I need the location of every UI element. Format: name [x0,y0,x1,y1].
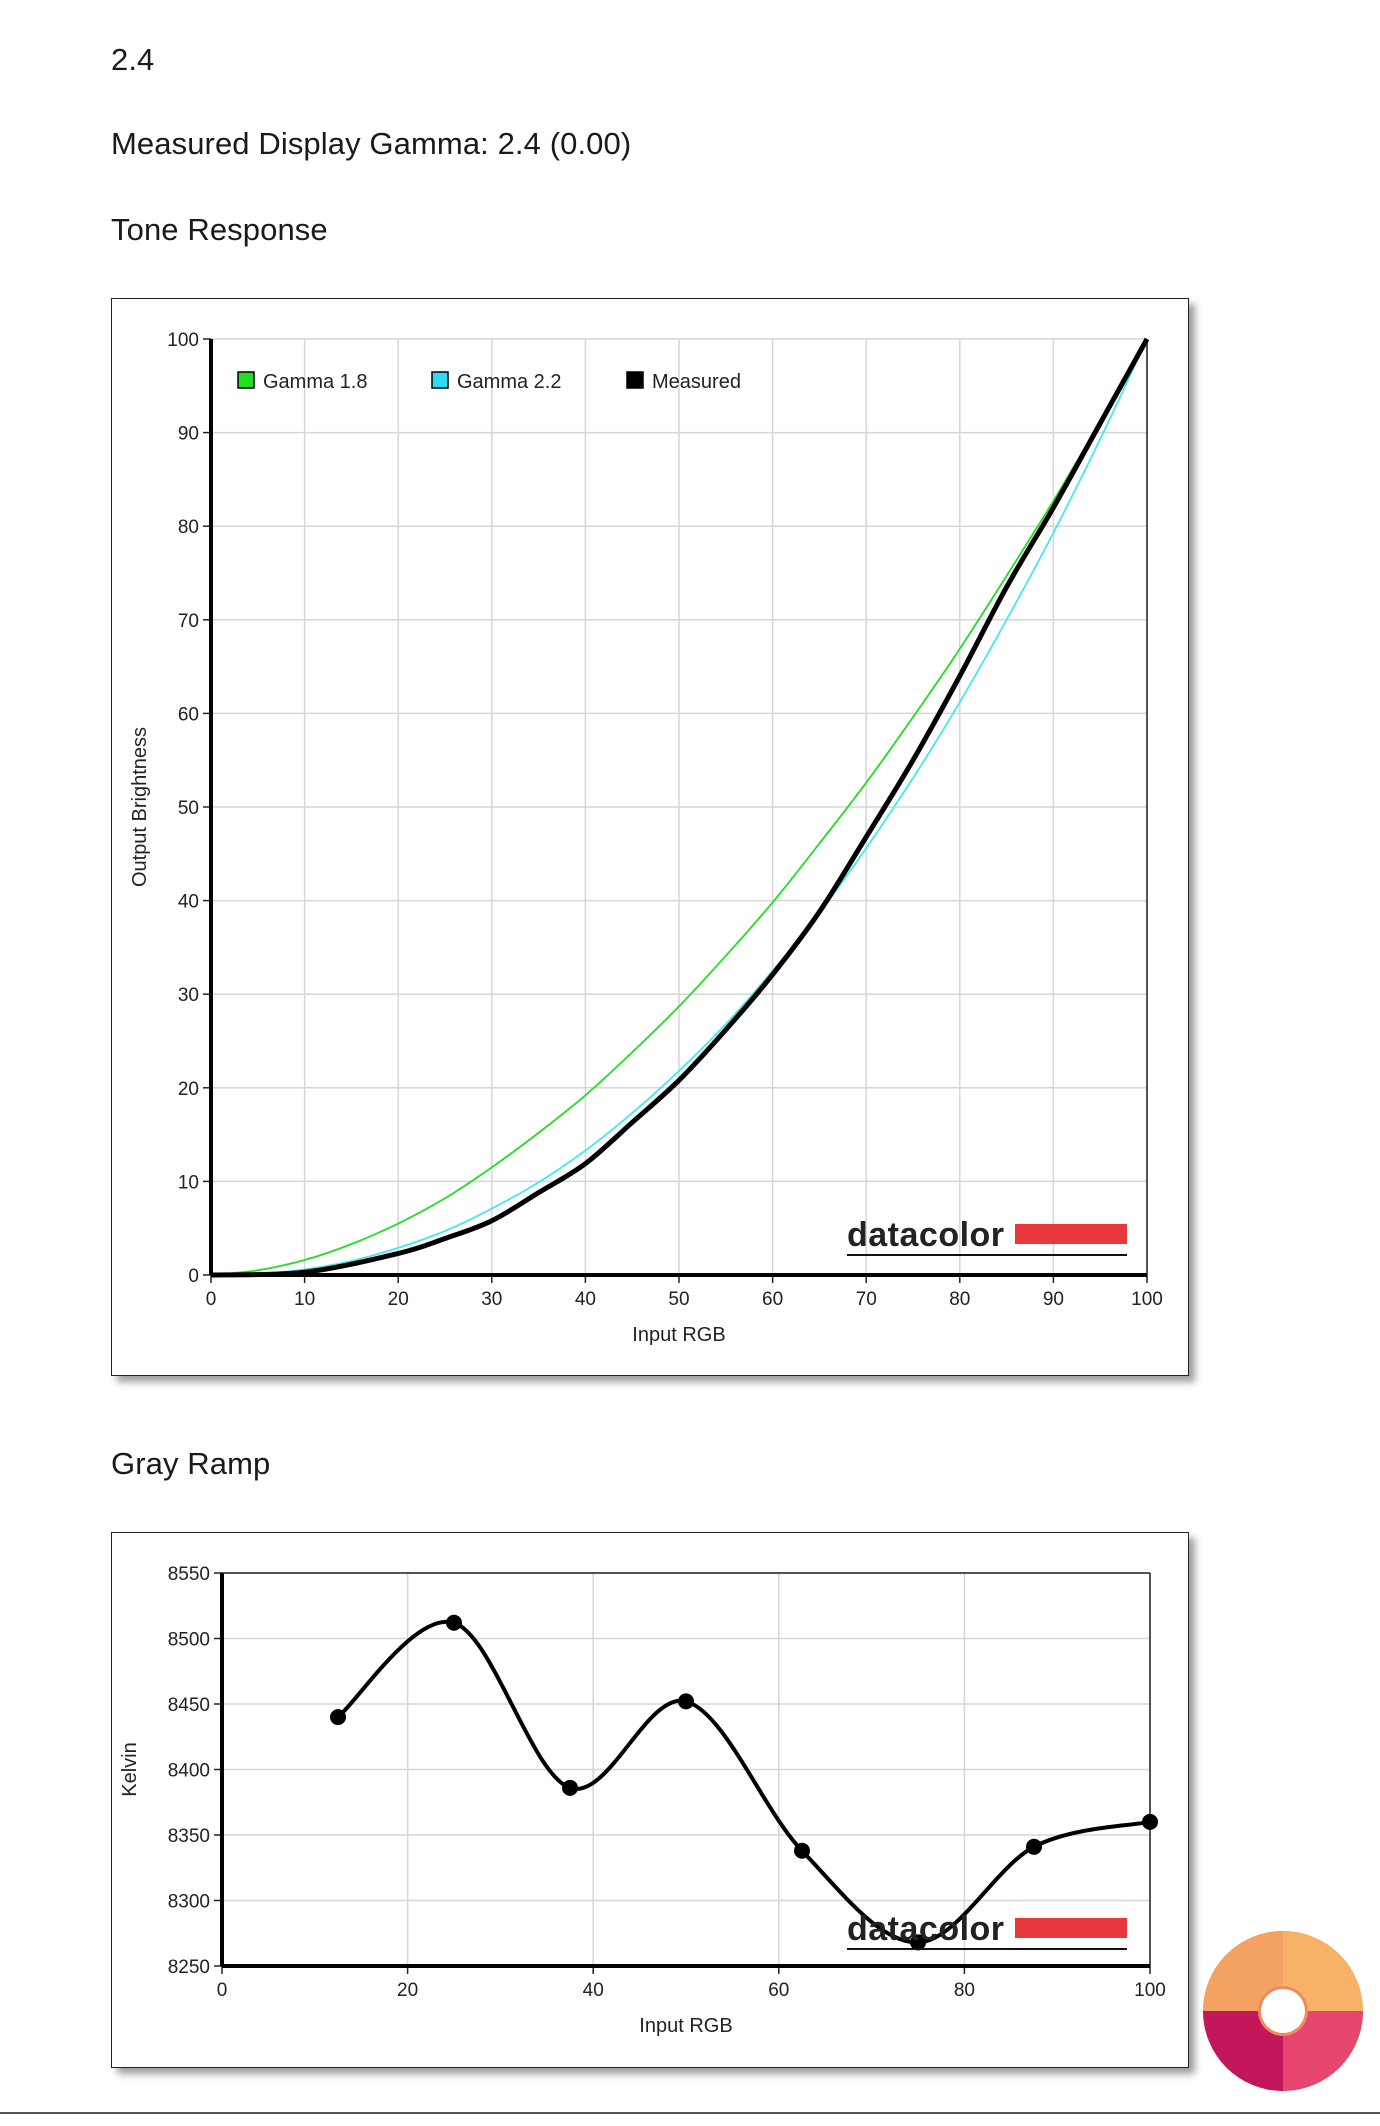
y-tick-label: 20 [178,1079,199,1100]
x-tick-label: 70 [856,1289,877,1310]
data-point [1142,1813,1158,1830]
y-tick-label: 40 [178,892,199,913]
y-axis-title: Output Brightness [129,727,151,887]
x-axis-title: Input RGB [632,1324,725,1346]
y-tick-label: 90 [178,424,199,445]
data-point [562,1779,578,1796]
watermark-text: datacolor [847,1216,1005,1254]
data-point [794,1842,810,1859]
y-tick-label: 8400 [168,1761,210,1782]
legend-item: Measured [626,371,741,393]
x-tick-label: 100 [1134,1980,1166,2001]
measured-gamma-line: Measured Display Gamma: 2.4 (0.00) [111,126,632,161]
x-tick-label: 0 [206,1289,217,1310]
y-tick-label: 60 [178,704,199,725]
x-tick-label: 20 [388,1289,409,1310]
datacolor-watermark: datacolor [847,1216,1127,1256]
gray-ramp-chart: 0 20 40 60 80 100 8250 8300 8350 8400 8450 8500 8550… [111,1532,1189,2068]
watermark-text: datacolor [847,1910,1005,1948]
datacolor-watermark: datacolor [847,1910,1127,1950]
data-point [1026,1838,1042,1855]
series-line-gamma-1-8 [210,338,1148,1276]
series-line-measured [210,337,1150,1278]
legend-label: Gamma 2.2 [457,371,561,393]
x-tick-label: 60 [762,1289,783,1310]
data-point [678,1693,694,1710]
kelvin-line [336,1619,1151,1945]
y-tick-label: 80 [178,517,199,538]
x-tick-label: 50 [668,1289,689,1310]
tone-response-heading: Tone Response [111,212,328,247]
y-tick-label: 100 [167,330,199,351]
bottom-divider [0,2112,1380,2114]
y-tick-label: 0 [188,1266,199,1287]
site-logo-icon [1203,1931,1363,2091]
x-tick-label: 80 [949,1289,970,1310]
series-line-gamma-2-2 [210,338,1148,1276]
y-tick-label: 8550 [168,1564,210,1585]
watermark-red-bar [1015,1224,1127,1244]
x-tick-label: 0 [217,1980,228,2001]
tone-response-plot: 0 10 20 30 40 50 60 70 80 90 100 0 10 20 30 40 50 60 70 80 9… [129,330,1163,1346]
legend-label: Measured [652,371,741,393]
y-tick-label: 70 [178,611,199,632]
x-tick-label: 20 [397,1980,418,2001]
gamma-value: 2.4 [111,42,155,77]
x-tick-label: 30 [481,1289,502,1310]
y-tick-label: 8250 [168,1957,210,1978]
x-tick-label: 100 [1131,1289,1163,1310]
gray-ramp-plot: 0 20 40 60 80 100 8250 8300 8350 8400 8450 8500 8550… [119,1564,1166,2037]
y-tick-label: 10 [178,1172,199,1193]
x-axis-title: Input RGB [639,2015,732,2037]
x-tick-label: 60 [768,1980,789,2001]
y-tick-label: 8500 [168,1630,210,1651]
x-tick-label: 80 [954,1980,975,2001]
tone-response-chart: 0 10 20 30 40 50 60 70 80 90 100 0 10 20 30 40 50 60 70 80 9… [111,298,1189,1376]
y-tick-label: 8450 [168,1695,210,1716]
legend-label: Gamma 1.8 [263,371,367,393]
x-tick-label: 40 [583,1980,604,2001]
data-point [910,1934,926,1951]
y-tick-label: 50 [178,798,199,819]
legend-swatch [237,371,255,389]
y-tick-label: 30 [178,985,199,1006]
y-tick-label: 8350 [168,1826,210,1847]
legend-item: Gamma 1.8 [237,371,367,393]
y-tick-label: 8300 [168,1892,210,1913]
x-tick-label: 40 [575,1289,596,1310]
data-point [446,1614,462,1631]
legend-swatch [431,371,449,389]
data-point [330,1709,346,1726]
legend-swatch [626,371,644,389]
legend-item: Gamma 2.2 [431,371,561,393]
x-tick-label: 10 [294,1289,315,1310]
y-axis-title: Kelvin [119,1742,141,1796]
watermark-red-bar [1015,1918,1127,1938]
gray-ramp-heading: Gray Ramp [111,1446,271,1481]
x-tick-label: 90 [1043,1289,1064,1310]
